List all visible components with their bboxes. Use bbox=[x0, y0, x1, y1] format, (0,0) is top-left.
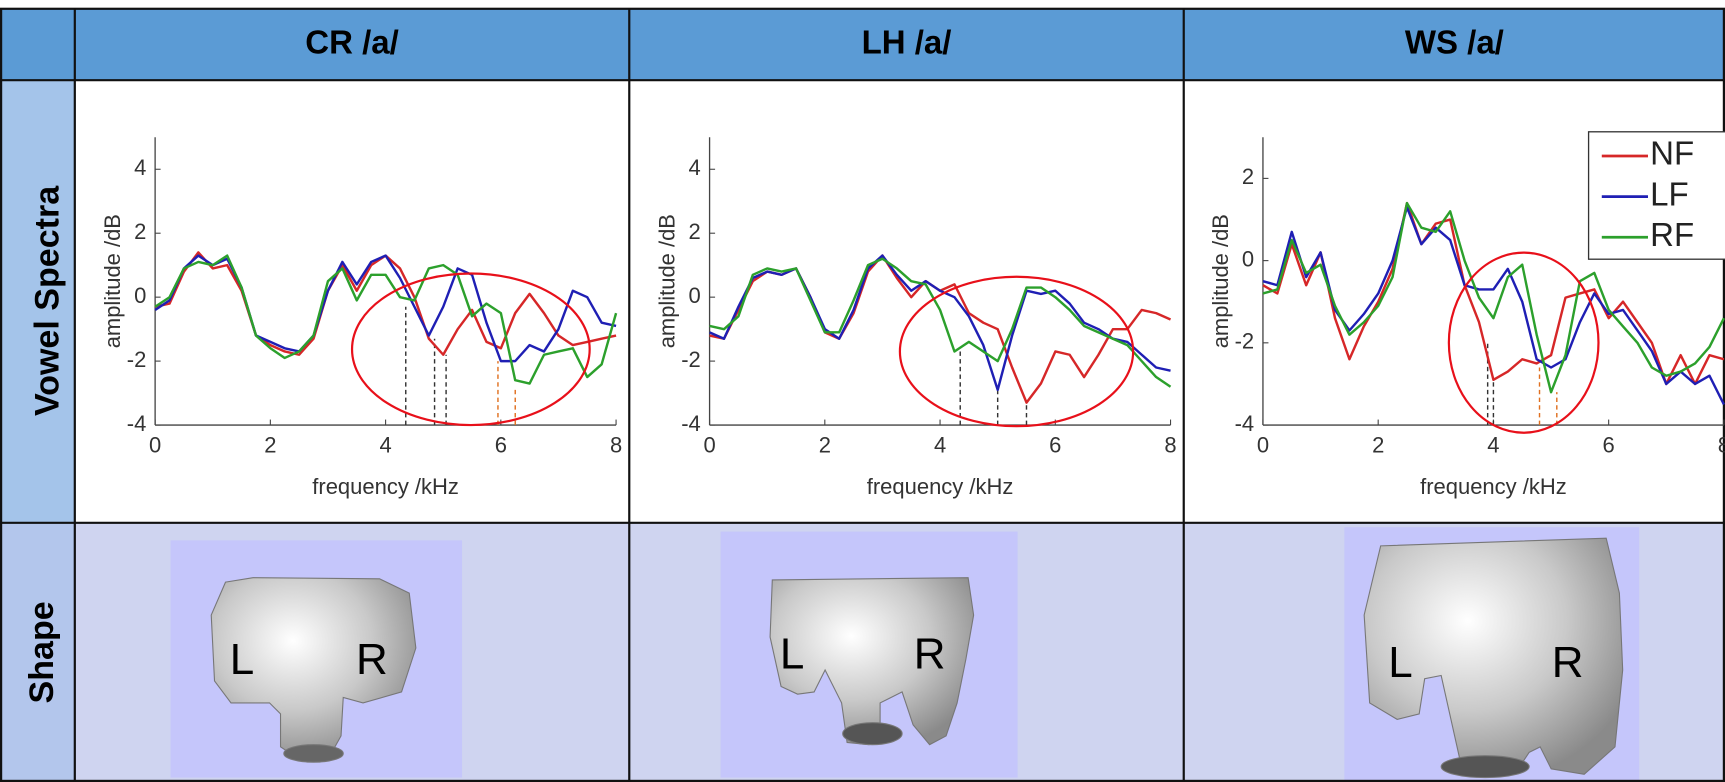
shape-label: R bbox=[914, 629, 946, 678]
x-tick-label: 4 bbox=[379, 433, 391, 458]
row-label-cell bbox=[0, 522, 75, 782]
x-tick-label: 4 bbox=[1487, 433, 1499, 458]
highlight-ellipse bbox=[350, 272, 591, 427]
series-line bbox=[1262, 201, 1725, 394]
y-tick-label: -2 bbox=[681, 347, 701, 372]
y-axis-label: amplitude /dB bbox=[655, 214, 680, 348]
y-tick-label: -4 bbox=[127, 411, 147, 436]
x-tick-label: 4 bbox=[934, 433, 946, 458]
x-tick-label: 2 bbox=[1372, 433, 1384, 458]
shape-ws bbox=[1363, 537, 1624, 779]
x-tick-label: 8 bbox=[1164, 433, 1176, 458]
y-tick-label: 0 bbox=[689, 283, 701, 308]
series-line bbox=[1262, 201, 1725, 386]
x-tick-label: 2 bbox=[264, 433, 276, 458]
y-tick-label: -2 bbox=[127, 347, 147, 372]
y-axis-label: amplitude /dB bbox=[100, 214, 125, 348]
series-line bbox=[709, 257, 1172, 388]
table-grid bbox=[0, 7, 1725, 782]
shape-label: L bbox=[1388, 638, 1412, 687]
spectra-row bbox=[74, 80, 1725, 523]
x-tick-label: 2 bbox=[819, 433, 831, 458]
chart-title: LH /a/ bbox=[862, 24, 952, 61]
x-tick-label: 6 bbox=[1603, 433, 1615, 458]
y-tick-label: -4 bbox=[1235, 411, 1255, 436]
highlight-ellipse bbox=[1447, 251, 1600, 434]
shape-label: L bbox=[230, 635, 254, 684]
chart-title: WS /a/ bbox=[1405, 24, 1504, 61]
series-line bbox=[709, 254, 1171, 392]
shape-label: L bbox=[780, 629, 804, 678]
legend-label: NF bbox=[1650, 135, 1694, 172]
legend-label: LF bbox=[1650, 175, 1689, 212]
x-tick-label: 0 bbox=[703, 433, 715, 458]
shape-label: R bbox=[356, 635, 388, 684]
y-tick-label: 2 bbox=[134, 219, 146, 244]
chart-title: CR /a/ bbox=[305, 24, 399, 61]
shape-lh bbox=[769, 577, 975, 746]
series-line bbox=[154, 254, 618, 385]
x-tick-label: 6 bbox=[495, 433, 507, 458]
y-tick-label: 0 bbox=[1242, 246, 1254, 271]
highlight-ellipse bbox=[898, 275, 1135, 428]
x-tick-label: 8 bbox=[1718, 433, 1725, 458]
y-tick-label: 4 bbox=[689, 155, 701, 180]
y-tick-label: 4 bbox=[134, 155, 146, 180]
y-tick-label: 2 bbox=[689, 219, 701, 244]
x-tick-label: 6 bbox=[1049, 433, 1061, 458]
x-axis-label: frequency /kHz bbox=[867, 474, 1014, 499]
row-label-cell bbox=[0, 80, 75, 523]
shape-label: R bbox=[1552, 638, 1584, 687]
x-axis-label: frequency /kHz bbox=[312, 474, 459, 499]
header-row bbox=[0, 8, 1725, 81]
y-axis-label: amplitude /dB bbox=[1208, 214, 1233, 348]
y-tick-label: 2 bbox=[1242, 164, 1254, 189]
row-label: Shape bbox=[23, 601, 61, 703]
shape-cr bbox=[210, 577, 417, 763]
y-tick-label: 0 bbox=[134, 283, 146, 308]
y-tick-label: -2 bbox=[1235, 329, 1255, 354]
y-tick-label: -4 bbox=[681, 411, 701, 436]
x-axis-label: frequency /kHz bbox=[1420, 474, 1567, 499]
x-tick-label: 8 bbox=[610, 433, 622, 458]
x-tick-label: 0 bbox=[1257, 433, 1269, 458]
legend-label: RF bbox=[1650, 216, 1694, 253]
x-tick-label: 0 bbox=[149, 433, 161, 458]
row-label: Vowel Spectra bbox=[28, 185, 66, 416]
